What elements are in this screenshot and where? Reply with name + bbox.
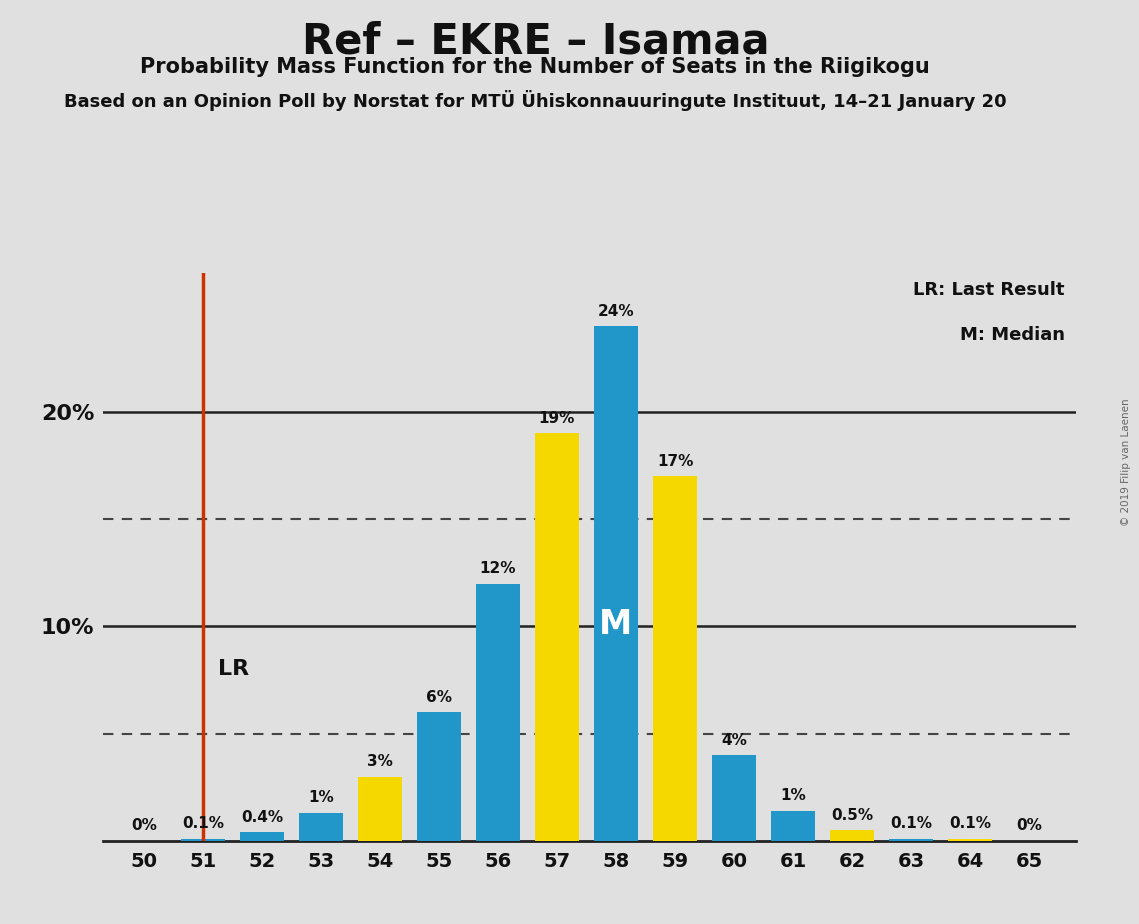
Text: 1%: 1% bbox=[308, 790, 334, 806]
Bar bbox=[358, 776, 402, 841]
Text: 0%: 0% bbox=[1016, 819, 1042, 833]
Bar bbox=[298, 813, 343, 841]
Text: Based on an Opinion Poll by Norstat for MTÜ Ühiskonnauuringute Instituut, 14–21 : Based on an Opinion Poll by Norstat for … bbox=[64, 90, 1007, 111]
Bar bbox=[653, 476, 697, 841]
Text: 6%: 6% bbox=[426, 689, 452, 705]
Text: 17%: 17% bbox=[657, 454, 694, 468]
Text: LR: LR bbox=[218, 660, 248, 679]
Text: Ref – EKRE – Isamaa: Ref – EKRE – Isamaa bbox=[302, 20, 769, 62]
Text: 0.4%: 0.4% bbox=[240, 809, 282, 825]
Bar bbox=[771, 811, 816, 841]
Bar bbox=[593, 326, 638, 841]
Text: 1%: 1% bbox=[780, 788, 806, 803]
Bar bbox=[181, 839, 226, 841]
Text: M: M bbox=[599, 608, 632, 641]
Bar bbox=[535, 433, 579, 841]
Text: 0%: 0% bbox=[131, 819, 157, 833]
Text: 19%: 19% bbox=[539, 411, 575, 426]
Text: 3%: 3% bbox=[367, 754, 393, 769]
Text: 0.1%: 0.1% bbox=[182, 816, 224, 832]
Text: LR: Last Result: LR: Last Result bbox=[913, 281, 1065, 299]
Bar bbox=[239, 833, 284, 841]
Text: 0.1%: 0.1% bbox=[890, 816, 932, 832]
Bar bbox=[712, 755, 756, 841]
Text: M: Median: M: Median bbox=[959, 326, 1065, 344]
Text: Probability Mass Function for the Number of Seats in the Riigikogu: Probability Mass Function for the Number… bbox=[140, 57, 931, 78]
Text: 0.5%: 0.5% bbox=[831, 808, 874, 822]
Bar bbox=[417, 712, 461, 841]
Text: 24%: 24% bbox=[598, 304, 634, 319]
Bar bbox=[948, 839, 992, 841]
Bar bbox=[888, 839, 933, 841]
Bar bbox=[476, 584, 521, 841]
Text: 12%: 12% bbox=[480, 561, 516, 576]
Text: 4%: 4% bbox=[721, 733, 747, 748]
Text: © 2019 Filip van Laenen: © 2019 Filip van Laenen bbox=[1121, 398, 1131, 526]
Text: 0.1%: 0.1% bbox=[949, 816, 991, 832]
Bar bbox=[830, 830, 875, 841]
